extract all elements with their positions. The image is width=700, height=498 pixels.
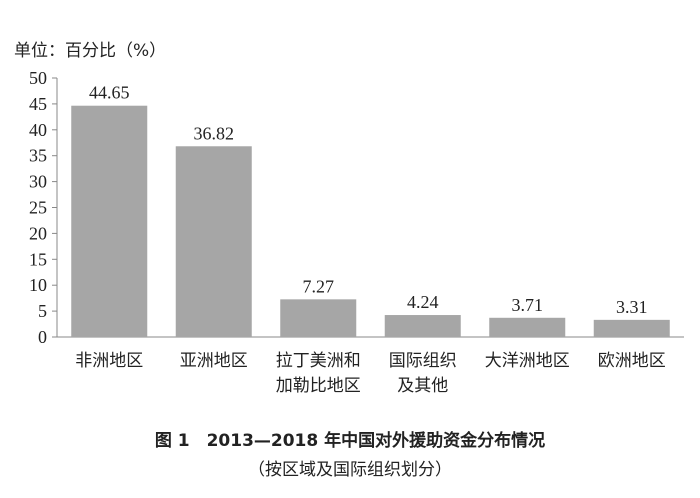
x-tick-label: 大洋洲地区: [485, 351, 570, 371]
y-tick-label: 20: [29, 223, 47, 243]
bar: [280, 299, 357, 337]
y-tick-label: 25: [29, 198, 47, 218]
y-tick-label: 0: [38, 327, 47, 347]
x-tick-label: 亚洲地区: [180, 351, 248, 371]
y-tick-label: 35: [29, 146, 47, 166]
y-axis-unit-label: 单位：百分比（%）: [14, 41, 167, 61]
y-tick-label: 30: [29, 172, 47, 192]
data-label: 3.71: [512, 295, 544, 315]
y-tick-label: 5: [38, 301, 47, 321]
data-label: 7.27: [303, 276, 335, 296]
data-label: 4.24: [407, 292, 439, 312]
figure-caption-title: 图 1 2013—2018 年中国对外援助资金分布情况: [154, 431, 546, 451]
y-tick-label: 15: [29, 249, 47, 269]
bar: [593, 319, 670, 337]
y-tick-label: 45: [29, 94, 47, 114]
x-tick-label: 国际组织: [389, 351, 457, 371]
x-tick-label: 非洲地区: [75, 351, 143, 371]
bar: [175, 146, 252, 337]
bar: [384, 315, 461, 337]
y-tick-label: 40: [29, 120, 47, 140]
bar: [71, 105, 148, 337]
y-tick-label: 50: [29, 68, 47, 88]
figure-caption-subtitle: （按区域及国际组织划分）: [248, 460, 452, 480]
x-tick-label: 欧洲地区: [598, 351, 666, 371]
x-tick-label: 及其他: [397, 376, 448, 396]
data-label: 3.31: [616, 297, 648, 317]
y-tick-label: 10: [29, 275, 47, 295]
data-label: 44.65: [89, 83, 130, 103]
data-label: 36.82: [194, 123, 235, 143]
bar: [489, 317, 566, 337]
bar-chart: 0 5 10 15 20 25 30 35 40 45 50 44.65 非洲地区 36.82 亚洲地区 7.…: [29, 68, 684, 396]
x-tick-label: 拉丁美洲和: [276, 351, 361, 371]
x-tick-label: 加勒比地区: [276, 376, 361, 396]
